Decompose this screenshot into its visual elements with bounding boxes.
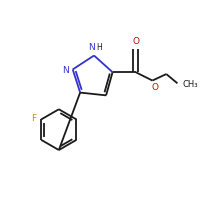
Text: CH₃: CH₃	[183, 80, 198, 89]
Text: N: N	[88, 43, 95, 52]
Text: O: O	[152, 83, 159, 92]
Text: F: F	[31, 114, 36, 123]
Text: O: O	[132, 37, 139, 46]
Text: H: H	[97, 43, 102, 52]
Text: N: N	[62, 66, 69, 75]
